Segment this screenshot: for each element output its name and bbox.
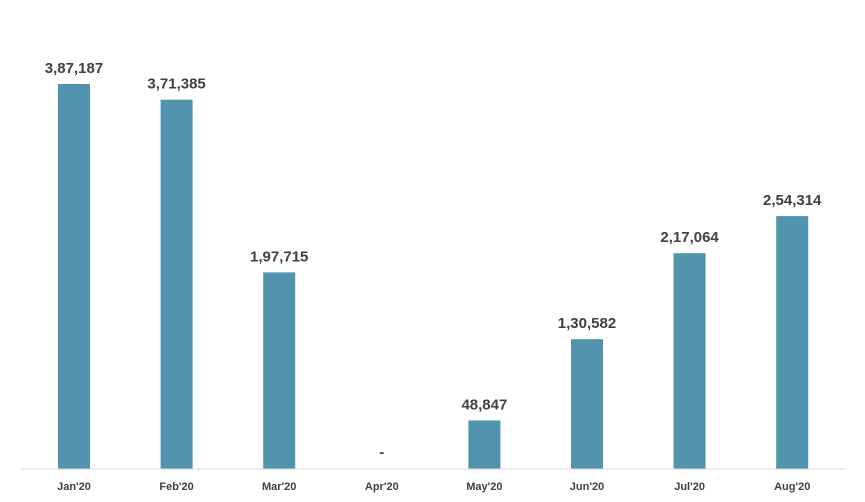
- x-tick-label: Feb'20: [159, 481, 193, 493]
- bar: [263, 272, 296, 469]
- bar-value-label: 1,30,582: [558, 315, 616, 332]
- bar-value-label: 1,97,715: [250, 248, 308, 265]
- value-labels-layer: 3,87,187 3,71,385 1,97,715 - 48,847 1,30,582 2…: [45, 60, 822, 461]
- bar: [58, 84, 90, 469]
- bar: [673, 253, 706, 469]
- bar-value-label: 3,87,187: [45, 60, 103, 77]
- bar-value-label: 2,17,064: [660, 229, 719, 246]
- tick-labels-layer: Jan'20 Feb'20 Mar'20 Apr'20 May'20 Jun'20 Jul'…: [57, 481, 810, 493]
- bar-value-label: 48,847: [461, 396, 507, 413]
- bars-layer: [58, 84, 809, 469]
- bar-value-label: -: [379, 444, 384, 461]
- x-tick-label: Jul'20: [674, 481, 705, 493]
- bar: [468, 420, 501, 469]
- x-tick-label: Aug'20: [774, 481, 810, 493]
- x-tick-label: Jun'20: [570, 481, 604, 493]
- bar-value-label: 2,54,314: [763, 192, 822, 209]
- bar: [571, 339, 603, 469]
- x-tick-label: May'20: [466, 481, 502, 493]
- x-tick-label: Jan'20: [57, 481, 91, 493]
- x-tick-label: Mar'20: [262, 481, 296, 493]
- bar: [776, 216, 809, 469]
- bar-value-label: 3,71,385: [147, 76, 205, 93]
- x-tick-label: Apr'20: [365, 481, 399, 493]
- bar: [160, 99, 193, 469]
